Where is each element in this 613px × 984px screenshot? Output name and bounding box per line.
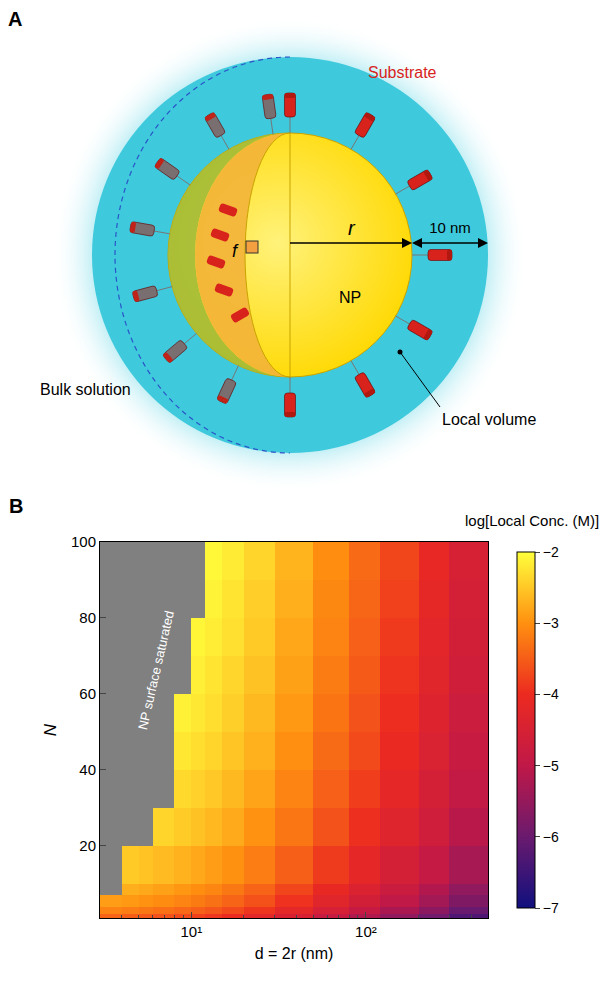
- svg-text:10¹: 10¹: [180, 923, 202, 940]
- svg-text:Bulk solution: Bulk solution: [40, 381, 131, 398]
- svg-text:Substrate: Substrate: [368, 64, 437, 81]
- svg-text:−4: −4: [543, 686, 559, 702]
- svg-text:−2: −2: [543, 544, 559, 560]
- svg-text:N: N: [41, 723, 60, 736]
- svg-text:B: B: [9, 495, 23, 517]
- svg-text:NP surface saturated: NP surface saturated: [135, 609, 177, 731]
- svg-text:20: 20: [79, 837, 96, 854]
- svg-text:−5: −5: [543, 758, 559, 774]
- svg-text:−6: −6: [543, 829, 559, 845]
- svg-text:−7: −7: [543, 900, 559, 916]
- svg-text:Local volume: Local volume: [442, 411, 536, 428]
- svg-text:f: f: [232, 241, 239, 261]
- svg-text:log[Local Conc. (M)]: log[Local Conc. (M)]: [465, 512, 599, 529]
- svg-text:60: 60: [79, 685, 96, 702]
- svg-text:r: r: [348, 217, 356, 239]
- svg-text:100: 100: [71, 533, 96, 550]
- svg-text:d = 2r (nm): d = 2r (nm): [255, 945, 334, 962]
- svg-text:40: 40: [79, 761, 96, 778]
- svg-text:10²: 10²: [355, 923, 377, 940]
- svg-text:10 nm: 10 nm: [429, 219, 471, 236]
- svg-text:80: 80: [79, 609, 96, 626]
- svg-text:−3: −3: [543, 615, 559, 631]
- svg-text:NP: NP: [339, 289, 361, 306]
- svg-text:A: A: [8, 8, 22, 30]
